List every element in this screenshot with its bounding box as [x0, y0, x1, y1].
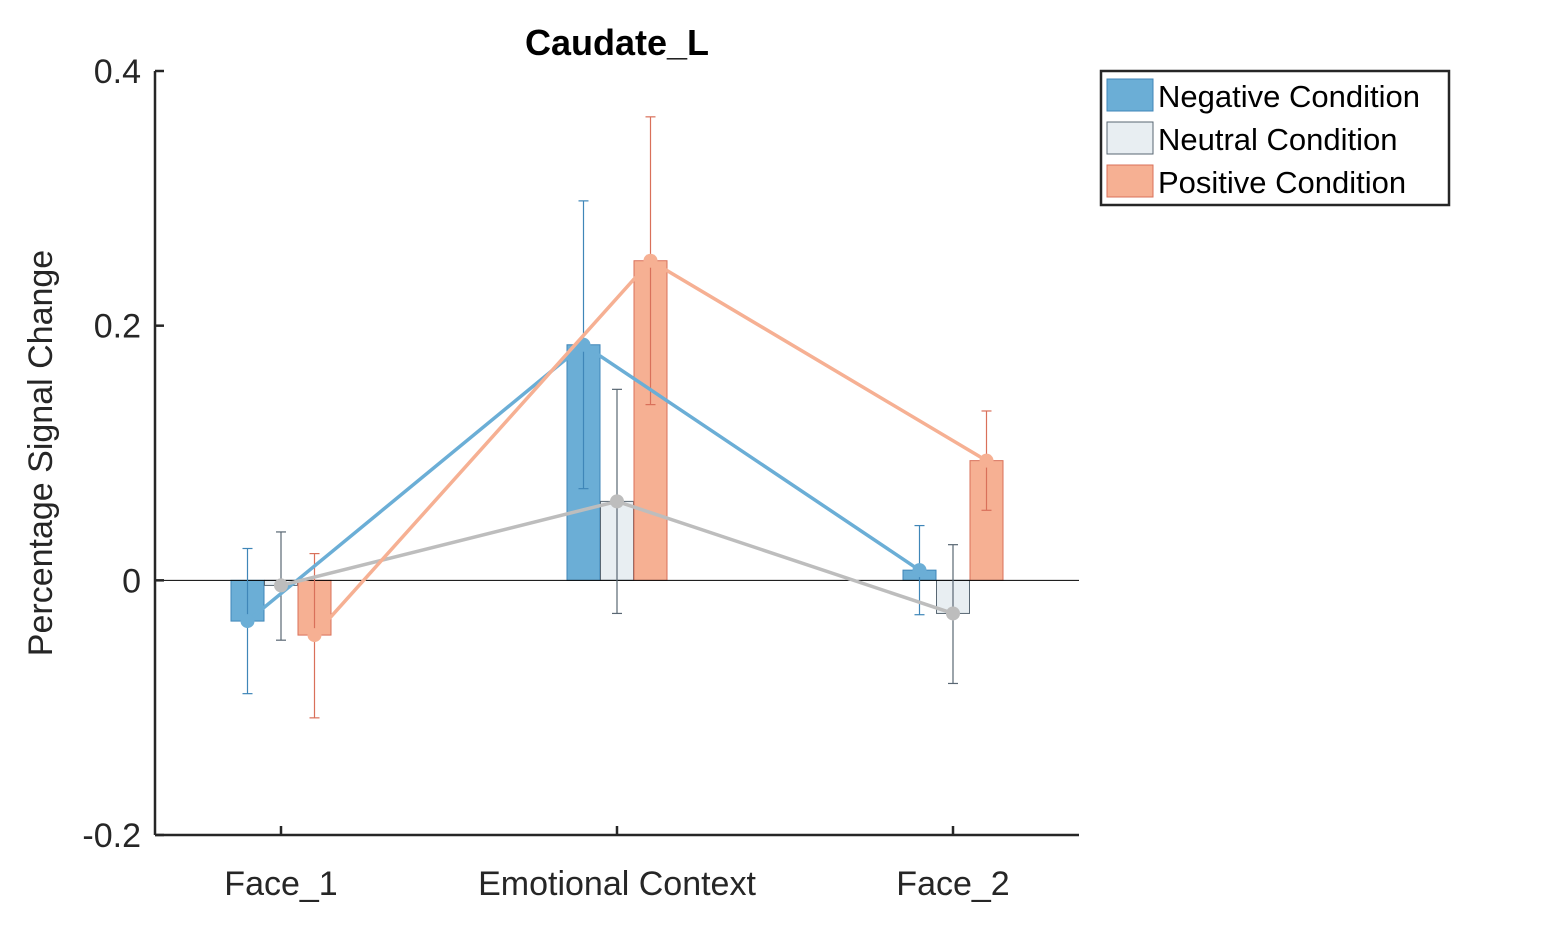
- data-point: [610, 494, 624, 509]
- data-point: [946, 606, 960, 621]
- y-tick-label: -0.2: [82, 817, 141, 855]
- data-point: [643, 253, 658, 268]
- marks-layer: -0.2 0 0.2 0.4 Face_1 Emotional Context Face_2: [82, 53, 1079, 903]
- data-point: [912, 563, 927, 578]
- legend-box: [1099, 69, 1451, 207]
- x-tick-label: Face_2: [896, 865, 1009, 903]
- legend-label: Neutral Condition: [1158, 122, 1398, 157]
- legend-swatch: [1106, 164, 1154, 198]
- y-tick-label: 0: [122, 562, 141, 600]
- y-tick-label: 0.4: [94, 53, 141, 91]
- legend: Negative Condition Neutral Condition Posit…: [1099, 69, 1451, 207]
- y-tick-label: 0.2: [94, 308, 141, 346]
- chart-title: Caudate_L: [525, 22, 709, 63]
- data-point: [307, 628, 322, 643]
- y-axis-label: Percentage Signal Change: [22, 250, 60, 656]
- data-point: [274, 578, 288, 593]
- data-point: [240, 614, 255, 629]
- x-tick-label: Emotional Context: [478, 865, 756, 903]
- legend-label: Positive Condition: [1158, 165, 1406, 200]
- x-tick-label: Face_1: [224, 865, 337, 903]
- legend-swatch: [1106, 121, 1154, 155]
- legend-swatch: [1106, 78, 1154, 112]
- data-point: [979, 453, 994, 468]
- legend-label: Negative Condition: [1158, 79, 1420, 114]
